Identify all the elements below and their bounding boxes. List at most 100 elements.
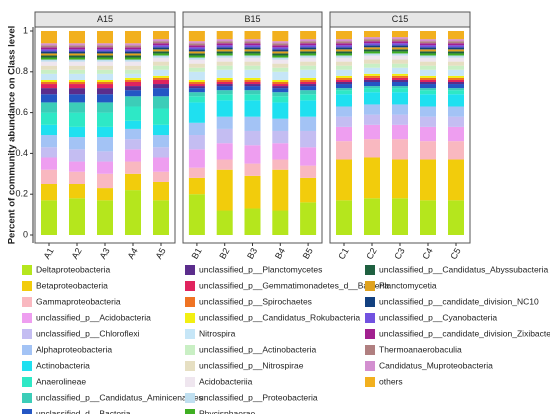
bar-segment bbox=[216, 51, 233, 54]
bar-segment bbox=[153, 47, 169, 50]
bar-segment bbox=[364, 55, 380, 60]
bar-segment bbox=[125, 57, 141, 60]
bar-segment bbox=[41, 147, 57, 158]
bar-segment bbox=[300, 147, 317, 166]
bar-segment bbox=[216, 94, 233, 101]
bar-segment bbox=[41, 112, 57, 125]
bar-segment bbox=[125, 61, 141, 66]
bar-segment bbox=[448, 61, 464, 66]
bar-segment bbox=[188, 79, 205, 82]
bar-segment bbox=[216, 41, 233, 44]
bar-segment bbox=[364, 82, 380, 87]
legend-swatch bbox=[365, 361, 375, 371]
bar-segment bbox=[364, 88, 380, 93]
bar-segment bbox=[336, 65, 352, 70]
bar-segment bbox=[153, 31, 169, 40]
bar-segment bbox=[41, 169, 57, 184]
bar-segment bbox=[448, 79, 464, 82]
bar-segment bbox=[153, 108, 169, 125]
bar-segment bbox=[364, 59, 380, 64]
legend-label: unclassified_d__Bacteria bbox=[36, 408, 131, 414]
bar-segment bbox=[420, 47, 436, 50]
bar-segment bbox=[300, 116, 317, 131]
bar-segment bbox=[244, 82, 261, 85]
bar-segment bbox=[244, 57, 261, 62]
bar-segment bbox=[392, 139, 408, 160]
x-tick-label: C5 bbox=[448, 246, 462, 261]
bar-segment bbox=[272, 169, 289, 211]
bar-segment bbox=[41, 69, 57, 74]
bar-segment bbox=[97, 55, 113, 58]
legend-label: unclassified_p__Spirochaetes bbox=[199, 296, 312, 306]
bar-segment bbox=[420, 43, 436, 46]
bar-segment bbox=[448, 41, 464, 44]
bar-segment bbox=[420, 126, 436, 142]
bar-segment bbox=[336, 75, 352, 78]
bar-segment bbox=[97, 73, 113, 80]
bar-segment bbox=[125, 106, 141, 121]
bar-segment bbox=[392, 75, 408, 78]
bar-segment bbox=[97, 126, 113, 138]
bar-segment bbox=[125, 55, 141, 58]
bar-segment bbox=[188, 167, 205, 178]
bar-segment bbox=[364, 63, 380, 68]
legend-swatch bbox=[365, 297, 375, 307]
bar-segment bbox=[69, 47, 85, 50]
bar-segment bbox=[244, 86, 261, 91]
legend-label: Phycisphaerae bbox=[199, 408, 256, 414]
bar-segment bbox=[188, 149, 205, 168]
bar-segment bbox=[188, 102, 205, 123]
bar-segment bbox=[125, 53, 141, 56]
legend-swatch bbox=[185, 281, 195, 291]
bar-segment bbox=[244, 77, 261, 80]
bar-segment bbox=[336, 77, 352, 80]
bar-segment bbox=[364, 67, 380, 74]
bar-segment bbox=[244, 47, 261, 50]
bar-segment bbox=[97, 45, 113, 48]
bar-segment bbox=[244, 90, 261, 95]
bar-segment bbox=[188, 135, 205, 150]
bar-segment bbox=[244, 43, 261, 46]
bar-segment bbox=[448, 39, 464, 42]
bar-segment bbox=[244, 130, 261, 146]
bar-segment bbox=[216, 82, 233, 85]
legend-label: unclassified_p__Actinobacteria bbox=[199, 344, 316, 354]
bar-segment bbox=[244, 79, 261, 82]
legend-label: unclassified_p__Cyanobacteria bbox=[379, 312, 497, 322]
bar-segment bbox=[420, 65, 436, 70]
bar-segment bbox=[364, 79, 380, 82]
bar-segment bbox=[336, 84, 352, 89]
bar-segment bbox=[272, 41, 289, 44]
bar-segment bbox=[41, 61, 57, 66]
bar-segment bbox=[97, 161, 113, 174]
bar-segment bbox=[448, 31, 464, 40]
x-tick-label: C3 bbox=[392, 246, 406, 261]
bar-segment bbox=[188, 47, 205, 50]
bar-segment bbox=[300, 177, 317, 203]
bar-segment bbox=[69, 94, 85, 103]
bar-segment bbox=[272, 210, 289, 235]
bar-segment bbox=[448, 51, 464, 54]
bar-segment bbox=[448, 53, 464, 56]
bar-segment bbox=[41, 82, 57, 85]
bar-segment bbox=[300, 82, 317, 85]
bar-segment bbox=[97, 102, 113, 113]
y-axis-label: Percent of community abundance on Class … bbox=[7, 26, 18, 245]
bar-segment bbox=[448, 126, 464, 142]
bar-segment bbox=[336, 90, 352, 95]
bar-segment bbox=[448, 106, 464, 117]
bar-segment bbox=[41, 200, 57, 235]
bar-segment bbox=[392, 198, 408, 235]
bar-segment bbox=[97, 53, 113, 56]
bar-segment bbox=[392, 79, 408, 82]
bar-segment bbox=[392, 49, 408, 52]
bar-segment bbox=[125, 43, 141, 46]
bar-segment bbox=[420, 39, 436, 42]
bar-segment bbox=[420, 57, 436, 62]
bar-segment bbox=[69, 55, 85, 58]
bar-segment bbox=[336, 31, 352, 40]
bar-segment bbox=[69, 65, 85, 70]
bar-segment bbox=[364, 157, 380, 199]
bar-segment bbox=[272, 47, 289, 50]
legend-swatch bbox=[22, 329, 32, 339]
